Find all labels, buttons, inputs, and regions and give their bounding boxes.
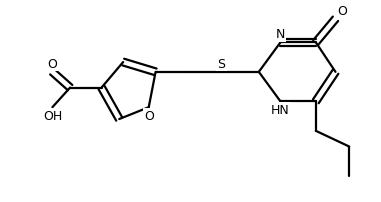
Text: OH: OH	[43, 110, 62, 123]
Text: S: S	[218, 58, 226, 70]
Text: O: O	[338, 5, 347, 18]
Text: HN: HN	[271, 104, 290, 117]
Text: O: O	[144, 110, 154, 123]
Text: N: N	[276, 28, 285, 41]
Text: O: O	[48, 58, 57, 70]
